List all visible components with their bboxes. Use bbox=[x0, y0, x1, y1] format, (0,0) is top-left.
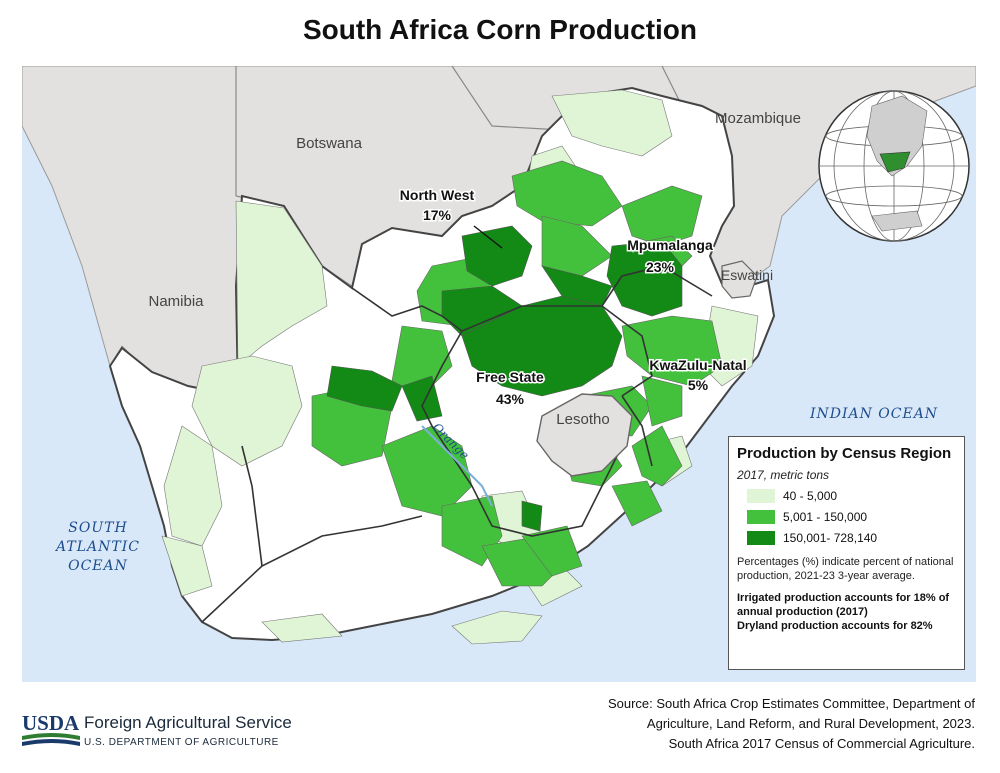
province-name-north-west: North West bbox=[400, 187, 475, 203]
legend-label-mid: 5,001 - 150,000 bbox=[783, 510, 868, 524]
usda-logo-icon: USDA bbox=[22, 711, 80, 746]
high-production-regions bbox=[326, 225, 683, 532]
label-atlantic-1: SOUTH bbox=[68, 520, 127, 536]
province-share-north-west: 17% bbox=[423, 207, 452, 223]
province-name-kwazulu-natal: KwaZulu-Natal bbox=[649, 357, 746, 373]
department-name: U.S. DEPARTMENT OF AGRICULTURE bbox=[84, 737, 279, 748]
source-line-2: Agriculture, Land Reform, and Rural Deve… bbox=[646, 716, 975, 731]
province-share-mpumalanga: 23% bbox=[646, 259, 675, 275]
label-botswana: Botswana bbox=[296, 135, 363, 152]
legend-note: Percentages (%) indicate percent of nati… bbox=[737, 556, 954, 582]
locator-globe bbox=[818, 90, 970, 242]
legend-item-high: 150,001- 728,140 bbox=[747, 531, 956, 545]
map-frame: Botswana Namibia Mozambique Eswatini Les… bbox=[22, 66, 976, 682]
label-lesotho: Lesotho bbox=[556, 411, 609, 428]
map-title: South Africa Corn Production bbox=[302, 14, 698, 45]
province-boundaries bbox=[201, 265, 713, 623]
eswatini-region bbox=[721, 260, 758, 299]
usda-logo-text: USDA bbox=[22, 711, 80, 735]
province-share-kwazulu-natal: 5% bbox=[688, 377, 709, 393]
map-legend: Production by Census Region 2017, metric… bbox=[728, 436, 965, 670]
legend-swatch-high bbox=[747, 531, 775, 545]
source-note: Source: South Africa Crop Estimates Comm… bbox=[555, 694, 975, 754]
province-share-free-state: 43% bbox=[496, 391, 525, 407]
label-mozambique: Mozambique bbox=[715, 110, 801, 127]
source-line-3: South Africa 2017 Census of Commercial A… bbox=[668, 736, 975, 751]
border-botswana-zimbabwe bbox=[451, 66, 563, 131]
legend-title: Production by Census Region bbox=[737, 445, 952, 462]
legend-swatch-low bbox=[747, 489, 775, 503]
legend-label-high: 150,001- 728,140 bbox=[783, 531, 878, 545]
legend-item-mid: 5,001 - 150,000 bbox=[747, 510, 956, 524]
legend-label-low: 40 - 5,000 bbox=[783, 489, 838, 503]
label-indian-ocean: INDIAN OCEAN bbox=[809, 406, 938, 422]
agency-name: Foreign Agricultural Service bbox=[84, 713, 292, 732]
legend-dryland-note: Dryland production accounts for 82% bbox=[737, 620, 933, 632]
legend-subtitle: 2017, metric tons bbox=[737, 468, 830, 482]
map-canvas: Botswana Namibia Mozambique Eswatini Les… bbox=[22, 66, 976, 682]
label-atlantic-3: OCEAN bbox=[68, 558, 128, 574]
legend-swatch-mid bbox=[747, 510, 775, 524]
province-labels: North West 17% Mpumalanga 23% Free State… bbox=[398, 186, 748, 409]
label-namibia: Namibia bbox=[148, 293, 204, 310]
source-line-1: Source: South Africa Crop Estimates Comm… bbox=[607, 696, 975, 711]
legend-irrigated-note: Irrigated production accounts for 18% of… bbox=[737, 592, 950, 618]
orange-river bbox=[421, 425, 493, 507]
legend-item-low: 40 - 5,000 bbox=[747, 489, 956, 503]
label-atlantic-2: ATLANTIC bbox=[54, 539, 140, 555]
province-name-mpumalanga: Mpumalanga bbox=[627, 237, 713, 253]
label-eswatini: Eswatini bbox=[721, 267, 773, 283]
lesotho-region bbox=[536, 393, 633, 477]
north-west-leader bbox=[473, 225, 503, 249]
province-name-free-state: Free State bbox=[476, 369, 544, 385]
